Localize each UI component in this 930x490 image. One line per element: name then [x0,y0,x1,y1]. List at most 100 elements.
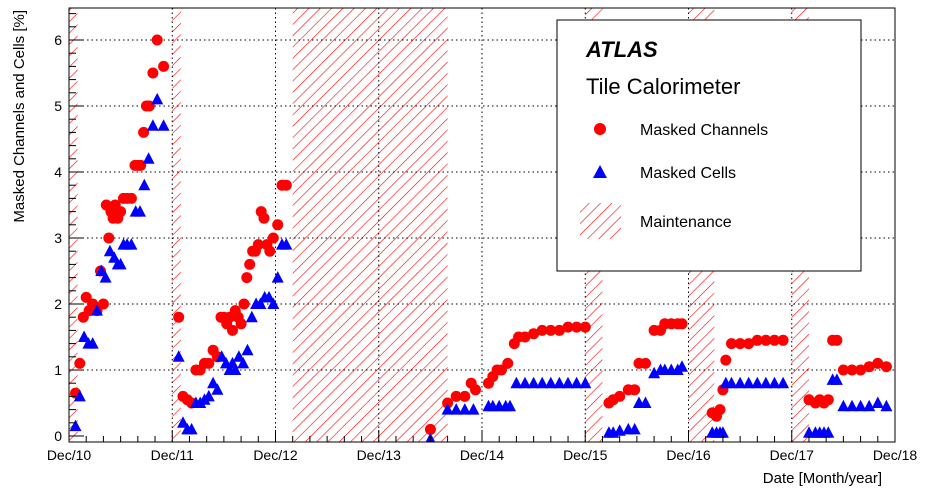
masked-channel-point [760,334,772,346]
masked-cell-point [241,343,254,356]
masked-channel-point [751,334,763,346]
masked-cell-point [73,389,86,402]
masked-cell-point [676,360,688,372]
masked-cell-point [725,376,738,389]
masked-channel-point [470,384,481,396]
x-tick-label: Dec/10 [47,447,92,463]
masked-cell-point [880,399,893,412]
maintenance-band-1 [172,8,181,442]
masked-cell-point [519,376,531,389]
masked-cell-point [570,376,583,389]
masked-channel-point [258,212,270,224]
masked-channel-point [855,364,867,376]
masked-cell-point [215,350,228,362]
masked-cell-point [207,376,220,389]
legend-label-masked-channels: Masked Channels [640,122,768,139]
masked-cell-point [871,396,884,408]
x-tick-label: Dec/15 [563,447,608,463]
data-points [69,34,893,442]
masked-cell-point [450,403,463,415]
masked-cell-point [86,337,99,349]
masked-channel-point [720,354,732,366]
masked-cell-point [103,244,116,257]
masked-channel-point [562,321,574,333]
masked-channel-point [714,404,726,416]
masked-cell-point [863,399,876,412]
masked-channel-point [235,318,247,330]
masked-cell-point [157,119,170,131]
masked-cell-point [245,310,258,323]
masked-channel-point [115,206,127,218]
masked-cell-point [69,419,82,432]
masked-cell-point [91,304,103,316]
masked-cell-point [142,152,155,164]
masked-channel-point [147,67,159,79]
masked-channel-point [280,179,292,191]
masked-channel-point [158,60,170,72]
masked-cell-point [544,376,557,389]
x-tick-label: Dec/17 [770,447,815,463]
x-tick-label: Dec/12 [253,447,298,463]
masked-channel-point [252,239,264,251]
masked-cell-point [510,376,523,389]
masked-cell-point [504,399,516,412]
masked-channel-point [442,397,454,409]
masked-channel-point [726,338,737,350]
x-tick-label: Dec/11 [151,447,195,463]
masked-cell-point [229,363,242,375]
legend-subtitle: Tile Calorimeter [586,74,740,99]
masked-cell-point [742,376,755,389]
masked-cell-point [846,399,858,412]
masked-channel-point [125,192,137,204]
masked-cell-point [628,422,641,435]
masked-channel-point [519,331,531,343]
masked-cell-point [441,403,454,415]
masked-cell-point [579,376,592,389]
masked-channel-point [734,338,746,350]
masked-cell-point [280,238,293,250]
masked-cell-point [177,416,189,428]
maintenance-band-3 [430,8,448,442]
masked-channel-point [676,318,688,330]
masked-channel-point [238,298,250,310]
masked-channel-point [459,390,471,402]
masked-cell-point [854,399,867,412]
masked-channel-point [640,357,651,369]
masked-cell-point [125,238,138,250]
masked-cell-point [202,389,215,402]
masked-channel-point [272,219,284,231]
masked-channel-point [536,324,548,336]
masked-channel-point [743,338,755,350]
masked-cell-point [536,376,549,389]
masked-cell-point [768,376,781,389]
masked-channel-point [227,324,238,336]
masked-channel-point [450,390,462,402]
masked-channel-point [264,245,276,257]
masked-channel-point [97,298,109,310]
masked-channel-point [629,384,641,396]
masked-cell-point [138,178,151,191]
masked-channel-point [831,334,843,346]
masked-cell-point [562,376,574,389]
masked-cell-point [134,205,146,217]
masked-cell-point [639,396,652,408]
masked-cell-point [467,403,480,415]
legend-marker-masked-cells [593,165,607,178]
masked-cell-point [830,373,843,385]
masked-channel-point [614,390,626,402]
masked-cell-point [95,264,108,276]
y-tick-label: 6 [54,32,62,48]
masked-cell-point [271,271,284,283]
y-axis-title: Masked Channels and Cells [%] [11,10,28,223]
masked-cell-point [837,399,850,412]
masked-cell-point [146,119,159,131]
masked-cell-point [237,356,250,369]
y-tick-label: 4 [54,164,62,180]
masked-channel-point [74,357,86,369]
masked-channel-point [837,364,849,376]
x-tick-label: Dec/16 [666,447,711,463]
masked-channel-point [424,423,436,435]
masked-channel-point [872,357,884,369]
masked-channel-point [579,321,591,333]
